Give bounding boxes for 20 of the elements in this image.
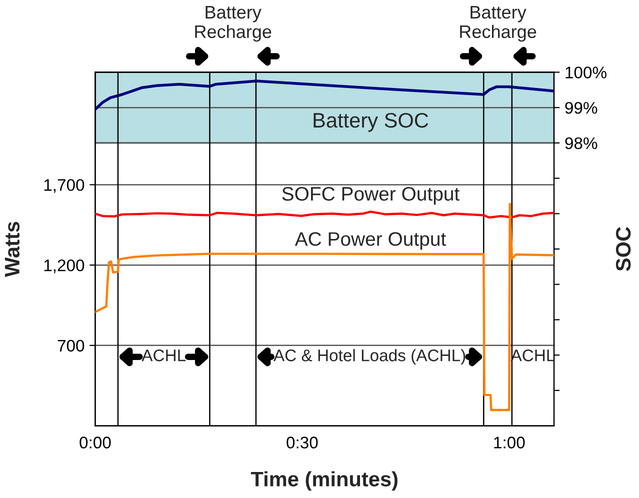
- text: Battery Recharge: [460, 6, 536, 42]
- y2-tick-label: 100%: [566, 66, 606, 78]
- y-tick-label: 1,700: [44, 179, 84, 193]
- y-tick-label: 1,200: [44, 259, 84, 274]
- x-tick-label: 1:00: [494, 436, 525, 448]
- y2-axis-title: SOC: [616, 226, 631, 271]
- text: Battery Recharge: [195, 6, 272, 42]
- x-tick-label: 0:30: [286, 436, 318, 448]
- y-tick-label: 700: [58, 340, 84, 352]
- series-label: SOFC Power Output: [282, 186, 460, 205]
- series-label: AC Power Output: [294, 232, 446, 250]
- x-tick-label: 0:00: [80, 436, 111, 448]
- annotation: AC & Hotel Loads (ACHL): [274, 349, 466, 365]
- annotation: ACHL: [142, 350, 186, 362]
- x-axis-title: Time (minutes): [250, 471, 398, 491]
- band-label: Battery SOC: [314, 112, 428, 132]
- y2-tick-label: 99%: [565, 102, 598, 114]
- line-series: [95, 80, 554, 111]
- y2-tick-label: 98%: [565, 137, 598, 150]
- y-axis-title: Watts: [4, 222, 20, 277]
